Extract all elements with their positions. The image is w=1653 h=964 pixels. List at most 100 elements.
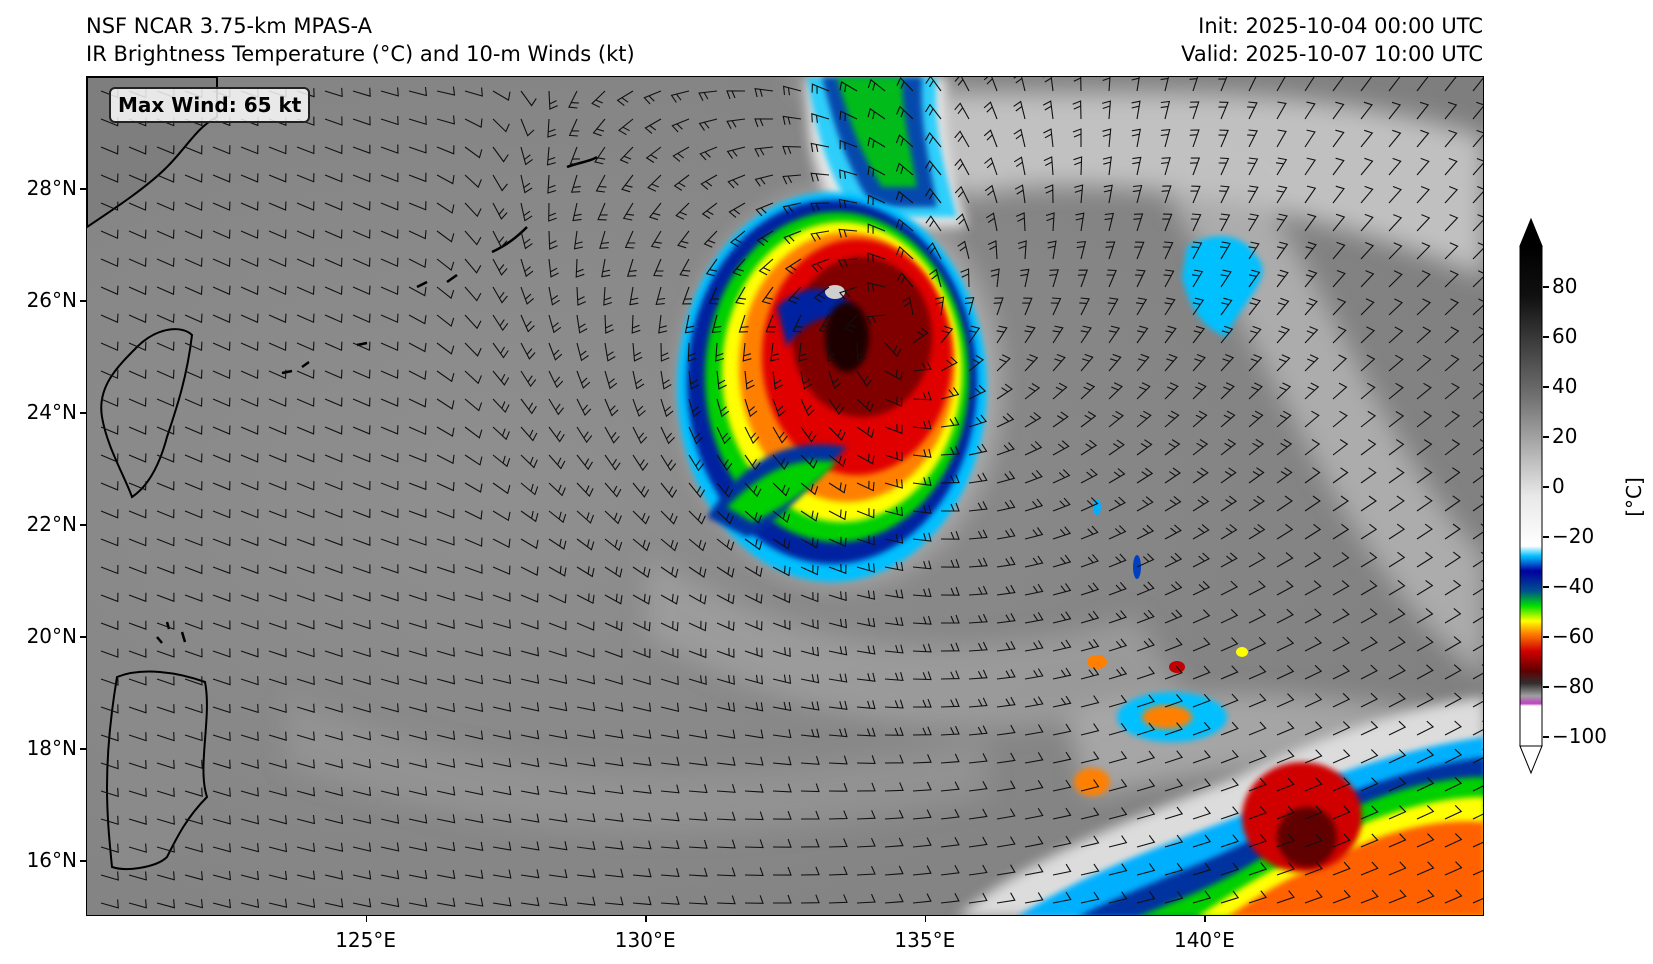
wind-barb xyxy=(1160,100,1171,120)
wind-barb xyxy=(1080,891,1100,904)
wind-barb xyxy=(996,499,1016,512)
wind-barb xyxy=(856,700,876,710)
wind-barb xyxy=(380,536,399,546)
wind-barb xyxy=(744,510,763,524)
wind-barb xyxy=(1444,298,1460,316)
wind-barb xyxy=(184,815,203,825)
wind-barb xyxy=(1360,720,1379,736)
wind-barb xyxy=(1332,523,1350,540)
wind-barb xyxy=(594,146,606,165)
wind-barb xyxy=(576,868,596,878)
wind-barb xyxy=(380,453,399,463)
wind-barb xyxy=(772,370,784,390)
wind-barb xyxy=(968,613,988,624)
wind-barb xyxy=(1276,523,1294,540)
wind-barb xyxy=(156,341,175,352)
wind-barb xyxy=(100,257,119,268)
wind-barb xyxy=(464,619,483,629)
wind-barb xyxy=(1304,185,1317,204)
wind-barb xyxy=(1360,157,1374,176)
wind-barb xyxy=(240,592,259,602)
wind-barb xyxy=(660,840,680,850)
wind-barb xyxy=(184,481,203,491)
wind-barb xyxy=(492,897,512,907)
wind-barb xyxy=(828,482,847,494)
wind-barb xyxy=(380,898,400,908)
wind-barb xyxy=(240,564,259,575)
wind-barb xyxy=(604,648,623,658)
map-panel[interactable]: Max Wind: 65 kt xyxy=(86,76,1484,916)
wind-barb xyxy=(782,145,802,155)
wind-barb xyxy=(1024,612,1044,624)
wind-barb xyxy=(380,508,399,519)
wind-barb xyxy=(856,508,875,519)
wind-barb xyxy=(1220,806,1239,820)
wind-barb xyxy=(380,229,399,239)
wind-barb xyxy=(1332,185,1345,204)
wind-barb xyxy=(436,619,455,629)
wind-barb xyxy=(993,297,1004,316)
wind-barb xyxy=(156,815,175,825)
wind-barb xyxy=(912,504,932,514)
wind-barb xyxy=(1164,552,1183,568)
wind-barb xyxy=(1388,608,1406,624)
wind-barb xyxy=(772,701,792,712)
wind-barb xyxy=(895,134,914,148)
wind-barb xyxy=(576,538,595,551)
wind-barb xyxy=(1444,495,1461,512)
wind-barb xyxy=(884,506,904,517)
wind-barb xyxy=(436,342,455,355)
wind-barb xyxy=(128,537,147,547)
wind-barb xyxy=(1043,128,1054,148)
wind-barb xyxy=(844,314,858,333)
wind-barb xyxy=(643,90,662,105)
colorbar-tick-label: 60 xyxy=(1552,324,1578,348)
wind-barb xyxy=(1472,777,1483,792)
wind-barb xyxy=(380,144,399,154)
wind-barb xyxy=(1132,156,1142,176)
wind-barb xyxy=(1220,353,1235,372)
wind-barb xyxy=(1248,213,1260,232)
wind-barb xyxy=(856,727,876,737)
wind-barb xyxy=(884,727,904,736)
colorbar-tick-label: 80 xyxy=(1552,274,1578,298)
wind-barb xyxy=(772,866,792,876)
colorbar-tick xyxy=(1543,736,1549,738)
wind-barb xyxy=(296,229,315,239)
wind-barb xyxy=(1218,157,1230,176)
wind-barb xyxy=(828,591,847,602)
wind-barb xyxy=(492,592,511,602)
wind-barb xyxy=(1304,382,1320,400)
wind-barb xyxy=(688,675,707,686)
wind-barb xyxy=(648,202,662,221)
wind-barb xyxy=(772,783,792,793)
wind-barb xyxy=(1220,890,1240,904)
wind-barb xyxy=(968,697,988,708)
wind-barb xyxy=(1416,889,1435,904)
wind-barb xyxy=(744,839,764,849)
wind-barb xyxy=(604,370,618,390)
wind-barb xyxy=(912,560,932,570)
wind-barb xyxy=(1304,213,1317,232)
init-time: Init: 2025-10-04 00:00 UTC xyxy=(1198,14,1483,38)
wind-barb xyxy=(212,564,231,575)
wind-barb xyxy=(1276,721,1295,736)
wind-barb xyxy=(996,668,1016,680)
wind-barb xyxy=(156,229,175,240)
wind-barb xyxy=(1472,382,1483,400)
wind-barb xyxy=(1360,551,1378,568)
wind-barb xyxy=(352,814,372,824)
wind-barb xyxy=(268,536,287,547)
wind-barb xyxy=(744,895,764,904)
wind-barb xyxy=(380,814,400,824)
wind-barb xyxy=(1013,128,1026,148)
wind-barb xyxy=(576,702,596,712)
wind-barb xyxy=(1220,325,1234,344)
wind-barb xyxy=(324,481,343,491)
wind-barbs xyxy=(100,77,1483,909)
wind-barb xyxy=(1164,750,1184,764)
wind-barb xyxy=(436,115,455,125)
lat-label: 20°N xyxy=(26,624,77,648)
wind-barb xyxy=(1192,778,1212,792)
wind-barb xyxy=(1444,551,1462,568)
